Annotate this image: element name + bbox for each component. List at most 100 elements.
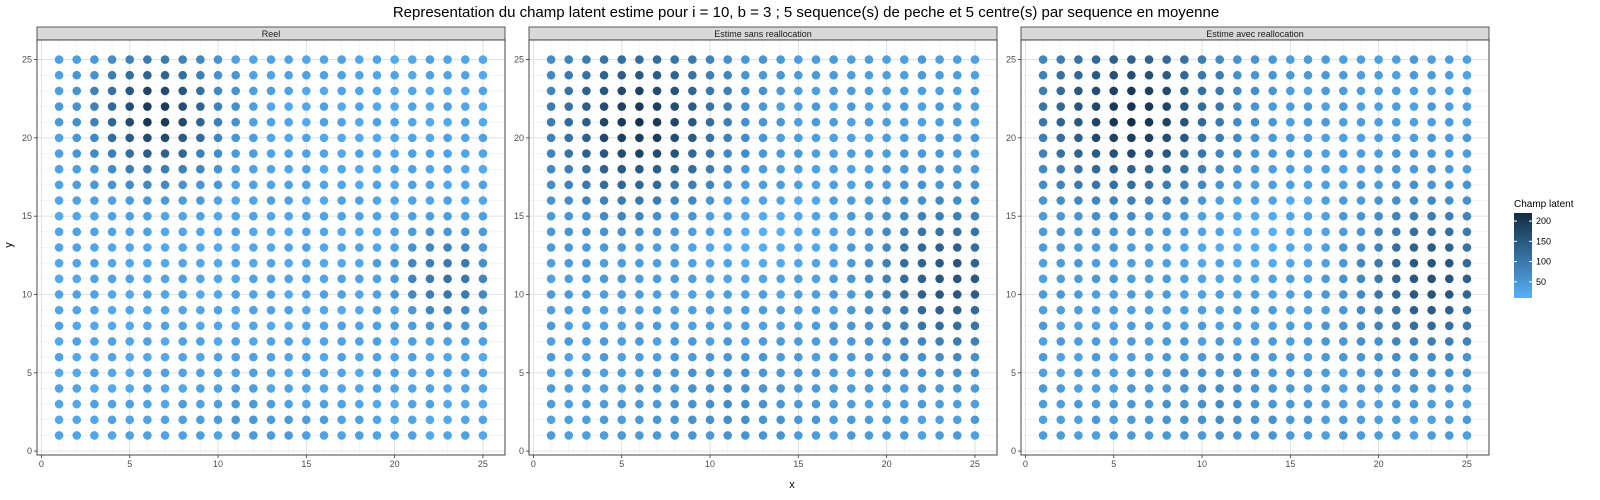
data-point [546,258,556,268]
data-point [1056,55,1066,64]
data-point [1303,149,1313,158]
data-point [864,243,874,252]
data-point [1286,180,1295,190]
data-point [1391,352,1401,362]
data-point [705,102,715,111]
data-point [564,337,574,346]
data-point [1091,337,1101,346]
data-point [407,149,417,158]
data-point [864,196,874,205]
data-point [617,415,627,425]
data-point [546,337,556,346]
data-point [1391,305,1401,315]
data-point [143,258,152,268]
data-point [864,180,874,190]
data-point [390,337,399,346]
data-point [1215,337,1224,346]
data-point [266,368,276,378]
data-point [882,305,891,315]
data-point [935,274,944,284]
data-point [54,86,64,96]
data-point [1038,243,1048,252]
data-point [178,227,187,237]
y-tick-label: 15 [514,211,524,221]
data-point [1409,337,1419,346]
data-point [952,337,962,346]
data-point [1303,368,1313,378]
data-point [582,258,591,268]
data-point [546,243,556,252]
data-point [478,211,488,221]
data-point [54,368,64,378]
data-point [952,321,962,331]
data-point [1356,258,1366,268]
data-point [284,196,293,205]
data-point [688,415,697,425]
data-point [599,290,609,299]
data-point [1391,258,1401,268]
data-point [599,321,609,331]
data-point [1409,399,1419,409]
data-point [829,415,838,425]
data-point [935,117,944,127]
data-point [284,258,293,268]
data-point [213,70,223,80]
data-point [196,70,205,80]
data-point [231,274,240,284]
data-point [758,321,768,331]
data-point [652,180,662,190]
data-point [635,337,644,346]
data-point [758,415,768,425]
data-point [1462,368,1472,378]
data-point [1038,102,1048,111]
data-point [1286,70,1295,80]
data-point [829,352,838,362]
data-point [1374,337,1383,346]
data-point [811,305,821,315]
data-point [302,399,311,409]
data-point [899,86,909,96]
data-point [160,133,170,143]
data-point [917,399,927,409]
data-point [723,211,732,221]
data-point [1127,384,1136,393]
data-point [1268,102,1277,111]
data-point [705,258,715,268]
data-point [1233,305,1242,315]
data-point [1180,258,1189,268]
data-point [90,415,99,425]
data-point [741,180,750,190]
data-point [213,399,223,409]
data-point [652,133,662,143]
data-point [355,415,364,425]
data-point [917,258,927,268]
data-point [390,415,399,425]
data-point [372,399,382,409]
data-point [196,337,205,346]
data-point [125,431,135,440]
data-point [302,384,311,393]
data-point [670,399,679,409]
data-point [1462,399,1472,409]
data-point [478,70,488,80]
data-point [72,149,82,158]
data-point [635,368,644,378]
data-point [1162,258,1171,268]
data-point [1286,164,1295,174]
data-point [196,352,205,362]
data-point [460,384,470,393]
data-point [107,274,117,284]
data-point [617,305,627,315]
data-point [1409,86,1419,96]
data-point [670,211,679,221]
data-point [1162,70,1171,80]
data-point [319,352,329,362]
data-point [425,149,435,158]
data-point [1215,133,1224,143]
data-point [1339,180,1348,190]
data-point [125,180,135,190]
data-point [1374,227,1383,237]
data-point [355,102,364,111]
data-point [196,431,205,440]
data-point [54,180,64,190]
